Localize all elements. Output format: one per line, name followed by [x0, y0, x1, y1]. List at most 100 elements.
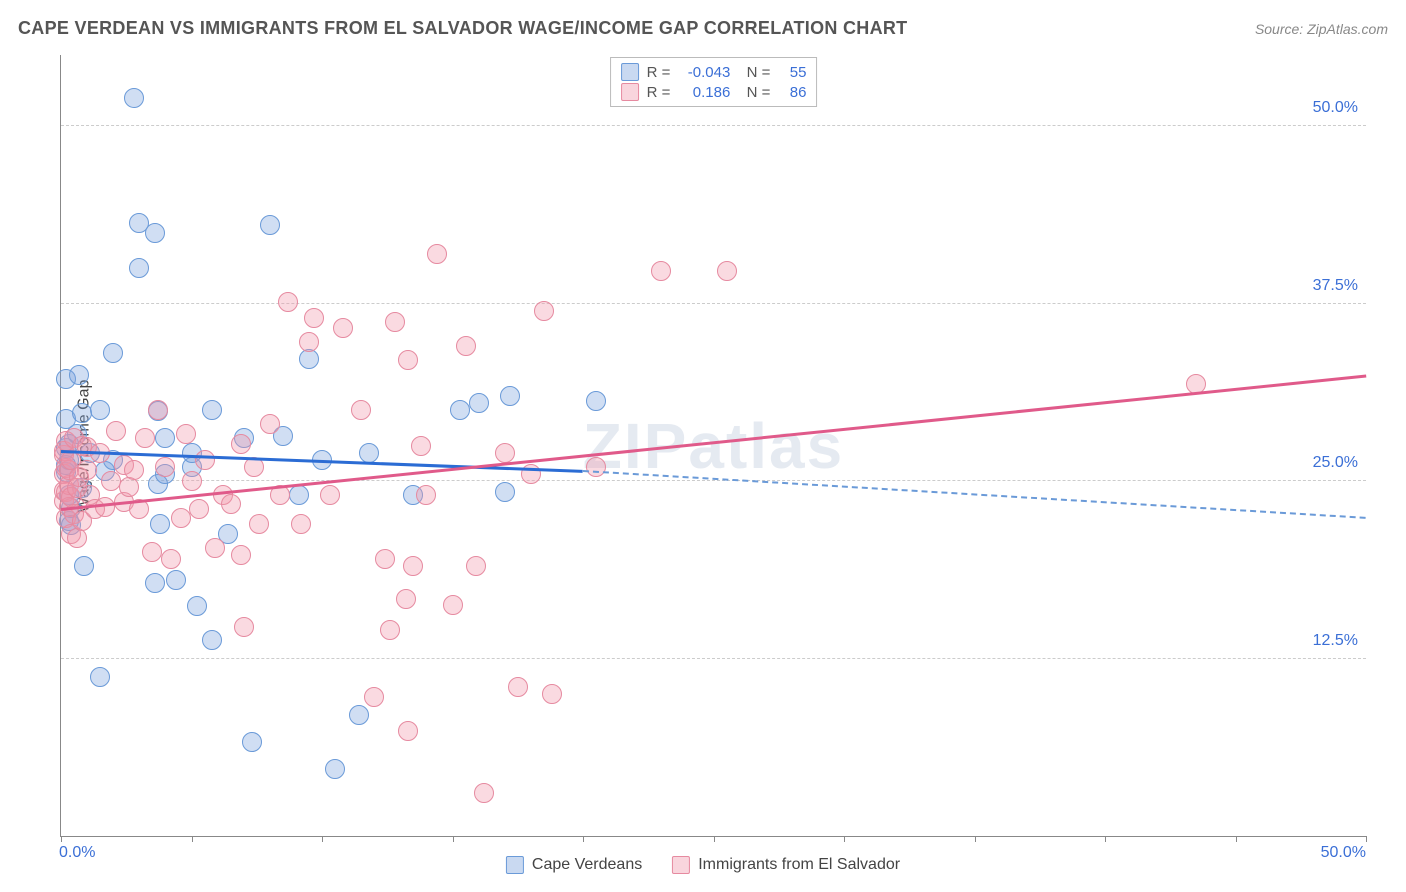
data-point — [586, 457, 606, 477]
data-point — [142, 542, 162, 562]
x-tick — [714, 836, 715, 842]
x-tick — [322, 836, 323, 842]
x-axis-min-label: 0.0% — [59, 844, 95, 862]
data-point — [291, 514, 311, 534]
data-point — [231, 545, 251, 565]
legend-item-pink: Immigrants from El Salvador — [672, 856, 900, 874]
data-point — [90, 667, 110, 687]
data-point — [375, 549, 395, 569]
plot-region: ZIPatlas R = -0.043 N = 55 R = 0.186 N =… — [60, 55, 1366, 837]
swatch-icon — [672, 856, 690, 874]
data-point — [176, 424, 196, 444]
data-point — [90, 400, 110, 420]
data-point — [124, 88, 144, 108]
data-point — [166, 570, 186, 590]
swatch-icon — [621, 63, 639, 81]
data-point — [380, 620, 400, 640]
r-value-pink: 0.186 — [678, 84, 730, 101]
data-point — [349, 705, 369, 725]
chart-header: CAPE VERDEAN VS IMMIGRANTS FROM EL SALVA… — [18, 18, 1388, 39]
data-point — [61, 524, 81, 544]
x-tick — [1366, 836, 1367, 842]
r-value-blue: -0.043 — [678, 64, 730, 81]
x-tick — [192, 836, 193, 842]
data-point — [289, 485, 309, 505]
trend-line — [61, 450, 583, 473]
data-point — [67, 478, 87, 498]
data-point — [474, 783, 494, 803]
data-point — [398, 721, 418, 741]
y-tick-label: 37.5% — [1313, 277, 1358, 295]
chart-title: CAPE VERDEAN VS IMMIGRANTS FROM EL SALVA… — [18, 18, 907, 39]
data-point — [260, 215, 280, 235]
data-point — [59, 511, 79, 531]
data-point — [403, 485, 423, 505]
data-point — [299, 349, 319, 369]
data-point — [717, 261, 737, 281]
data-point — [249, 514, 269, 534]
legend-row-blue: R = -0.043 N = 55 — [621, 62, 807, 82]
data-point — [56, 369, 76, 389]
legend-row-pink: R = 0.186 N = 86 — [621, 82, 807, 102]
data-point — [155, 457, 175, 477]
swatch-icon — [506, 856, 524, 874]
data-point — [67, 528, 87, 548]
correlation-legend: R = -0.043 N = 55 R = 0.186 N = 86 — [610, 57, 818, 107]
chart-area: ZIPatlas R = -0.043 N = 55 R = 0.186 N =… — [60, 55, 1366, 837]
data-point — [72, 403, 92, 423]
data-point — [182, 471, 202, 491]
data-point — [106, 421, 126, 441]
data-point — [129, 258, 149, 278]
x-tick — [61, 836, 62, 842]
data-point — [85, 499, 105, 519]
data-point — [56, 508, 76, 528]
data-point — [466, 556, 486, 576]
data-point — [304, 308, 324, 328]
data-point — [195, 450, 215, 470]
data-point — [59, 475, 79, 495]
data-point — [189, 499, 209, 519]
data-point — [101, 471, 121, 491]
data-point — [450, 400, 470, 420]
data-point — [148, 400, 168, 420]
data-point — [359, 443, 379, 463]
n-value-pink: 86 — [778, 84, 806, 101]
data-point — [364, 687, 384, 707]
data-point — [333, 318, 353, 338]
data-point — [234, 428, 254, 448]
data-point — [398, 350, 418, 370]
swatch-icon — [621, 83, 639, 101]
data-point — [135, 428, 155, 448]
data-point — [202, 400, 222, 420]
data-point — [351, 400, 371, 420]
data-point — [508, 677, 528, 697]
trend-line — [583, 470, 1366, 519]
series-legend: Cape Verdeans Immigrants from El Salvado… — [506, 856, 900, 874]
data-point — [586, 391, 606, 411]
data-point — [145, 573, 165, 593]
x-tick — [583, 836, 584, 842]
y-tick-label: 25.0% — [1313, 454, 1358, 472]
data-point — [221, 494, 241, 514]
data-point — [171, 508, 191, 528]
gridline — [61, 658, 1366, 659]
data-point — [161, 549, 181, 569]
data-point — [74, 556, 94, 576]
data-point — [325, 759, 345, 779]
data-point — [273, 426, 293, 446]
data-point — [411, 436, 431, 456]
data-point — [155, 428, 175, 448]
data-point — [385, 312, 405, 332]
data-point — [495, 443, 515, 463]
x-tick — [453, 836, 454, 842]
data-point — [124, 460, 144, 480]
data-point — [182, 443, 202, 463]
data-point — [260, 414, 280, 434]
data-point — [80, 485, 100, 505]
data-point — [72, 478, 92, 498]
data-point — [213, 485, 233, 505]
data-point — [320, 485, 340, 505]
data-point — [56, 482, 76, 502]
data-point — [145, 223, 165, 243]
legend-label: Immigrants from El Salvador — [698, 856, 900, 874]
